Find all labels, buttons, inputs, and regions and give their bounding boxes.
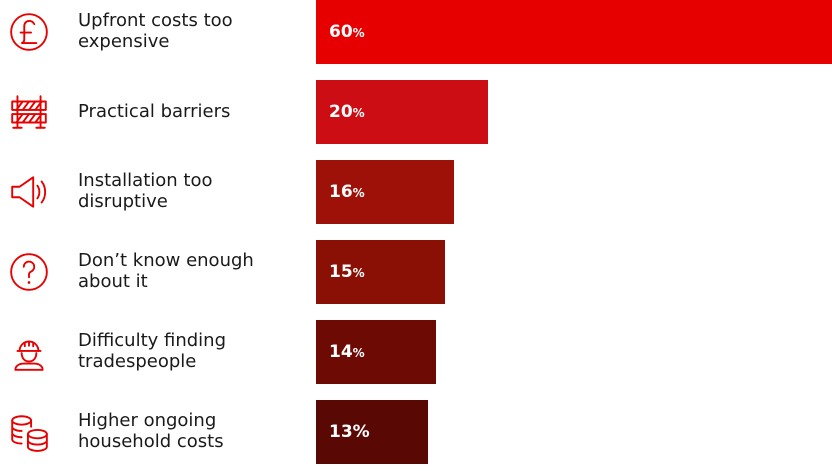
value-number: 13 <box>329 422 353 442</box>
category-label-line: Higher ongoing <box>78 410 217 431</box>
chart-row: Installation too disruptive 16% <box>0 160 832 224</box>
value-number: 16 <box>329 182 353 202</box>
bar: 15% <box>316 240 445 304</box>
pound-icon-graphic <box>10 13 48 51</box>
question-icon-graphic <box>10 253 48 291</box>
chart-row: Don’t know enough about it 15% <box>0 240 832 304</box>
speaker-icon <box>8 171 50 213</box>
value-label: 20% <box>329 102 365 122</box>
category-label: Higher ongoing household costs <box>78 410 303 452</box>
value-unit: % <box>352 186 365 200</box>
coins-icon-graphic <box>11 415 48 452</box>
value-number: 14 <box>329 342 353 362</box>
barrier-icon <box>8 91 50 133</box>
category-label-line: Installation too <box>78 170 213 191</box>
chart-row: Upfront costs too expensive 60% <box>0 0 832 64</box>
speaker-icon-graphic <box>11 176 47 208</box>
bar: 13% <box>316 400 428 464</box>
category-label: Difficulty finding tradespeople <box>78 330 303 372</box>
category-label: Upfront costs too expensive <box>78 10 303 52</box>
category-label-line: Practical barriers <box>78 101 231 122</box>
barrier-icon-graphic <box>11 95 47 129</box>
bar: 14% <box>316 320 436 384</box>
category-label-line: Don’t know enough <box>78 250 254 271</box>
value-unit: % <box>352 422 370 442</box>
category-label-line: expensive <box>78 31 170 52</box>
value-label: 13% <box>329 422 370 442</box>
value-unit: % <box>352 106 365 120</box>
hardhat-worker-icon-graphic <box>14 340 44 371</box>
chart-row: Practical barriers 20% <box>0 80 832 144</box>
value-unit: % <box>352 266 365 280</box>
pound-icon <box>8 11 50 53</box>
value-number: 20 <box>329 102 353 122</box>
value-unit: % <box>352 26 365 40</box>
bar: 20% <box>316 80 488 144</box>
category-label-line: tradespeople <box>78 351 197 372</box>
coins-icon <box>8 411 50 453</box>
category-label: Practical barriers <box>78 101 303 122</box>
bar: 60% <box>316 0 832 64</box>
value-label: 15% <box>329 262 365 282</box>
question-icon <box>8 251 50 293</box>
chart-row: Higher ongoing household costs 13% <box>0 400 832 464</box>
value-number: 15 <box>329 262 353 282</box>
category-label: Installation too disruptive <box>78 170 303 212</box>
category-label-line: about it <box>78 271 148 292</box>
value-number: 60 <box>329 22 353 42</box>
category-label-line: household costs <box>78 431 224 452</box>
hardhat-worker-icon <box>8 331 50 373</box>
category-label-line: Difficulty finding <box>78 330 227 351</box>
category-label: Don’t know enough about it <box>78 250 303 292</box>
chart-row: Difficulty finding tradespeople 14% <box>0 320 832 384</box>
value-label: 14% <box>329 342 365 362</box>
category-label-line: disruptive <box>78 191 168 212</box>
value-unit: % <box>352 346 365 360</box>
category-label-line: Upfront costs too <box>78 10 233 31</box>
bar: 16% <box>316 160 454 224</box>
value-label: 60% <box>329 22 365 42</box>
value-label: 16% <box>329 182 365 202</box>
